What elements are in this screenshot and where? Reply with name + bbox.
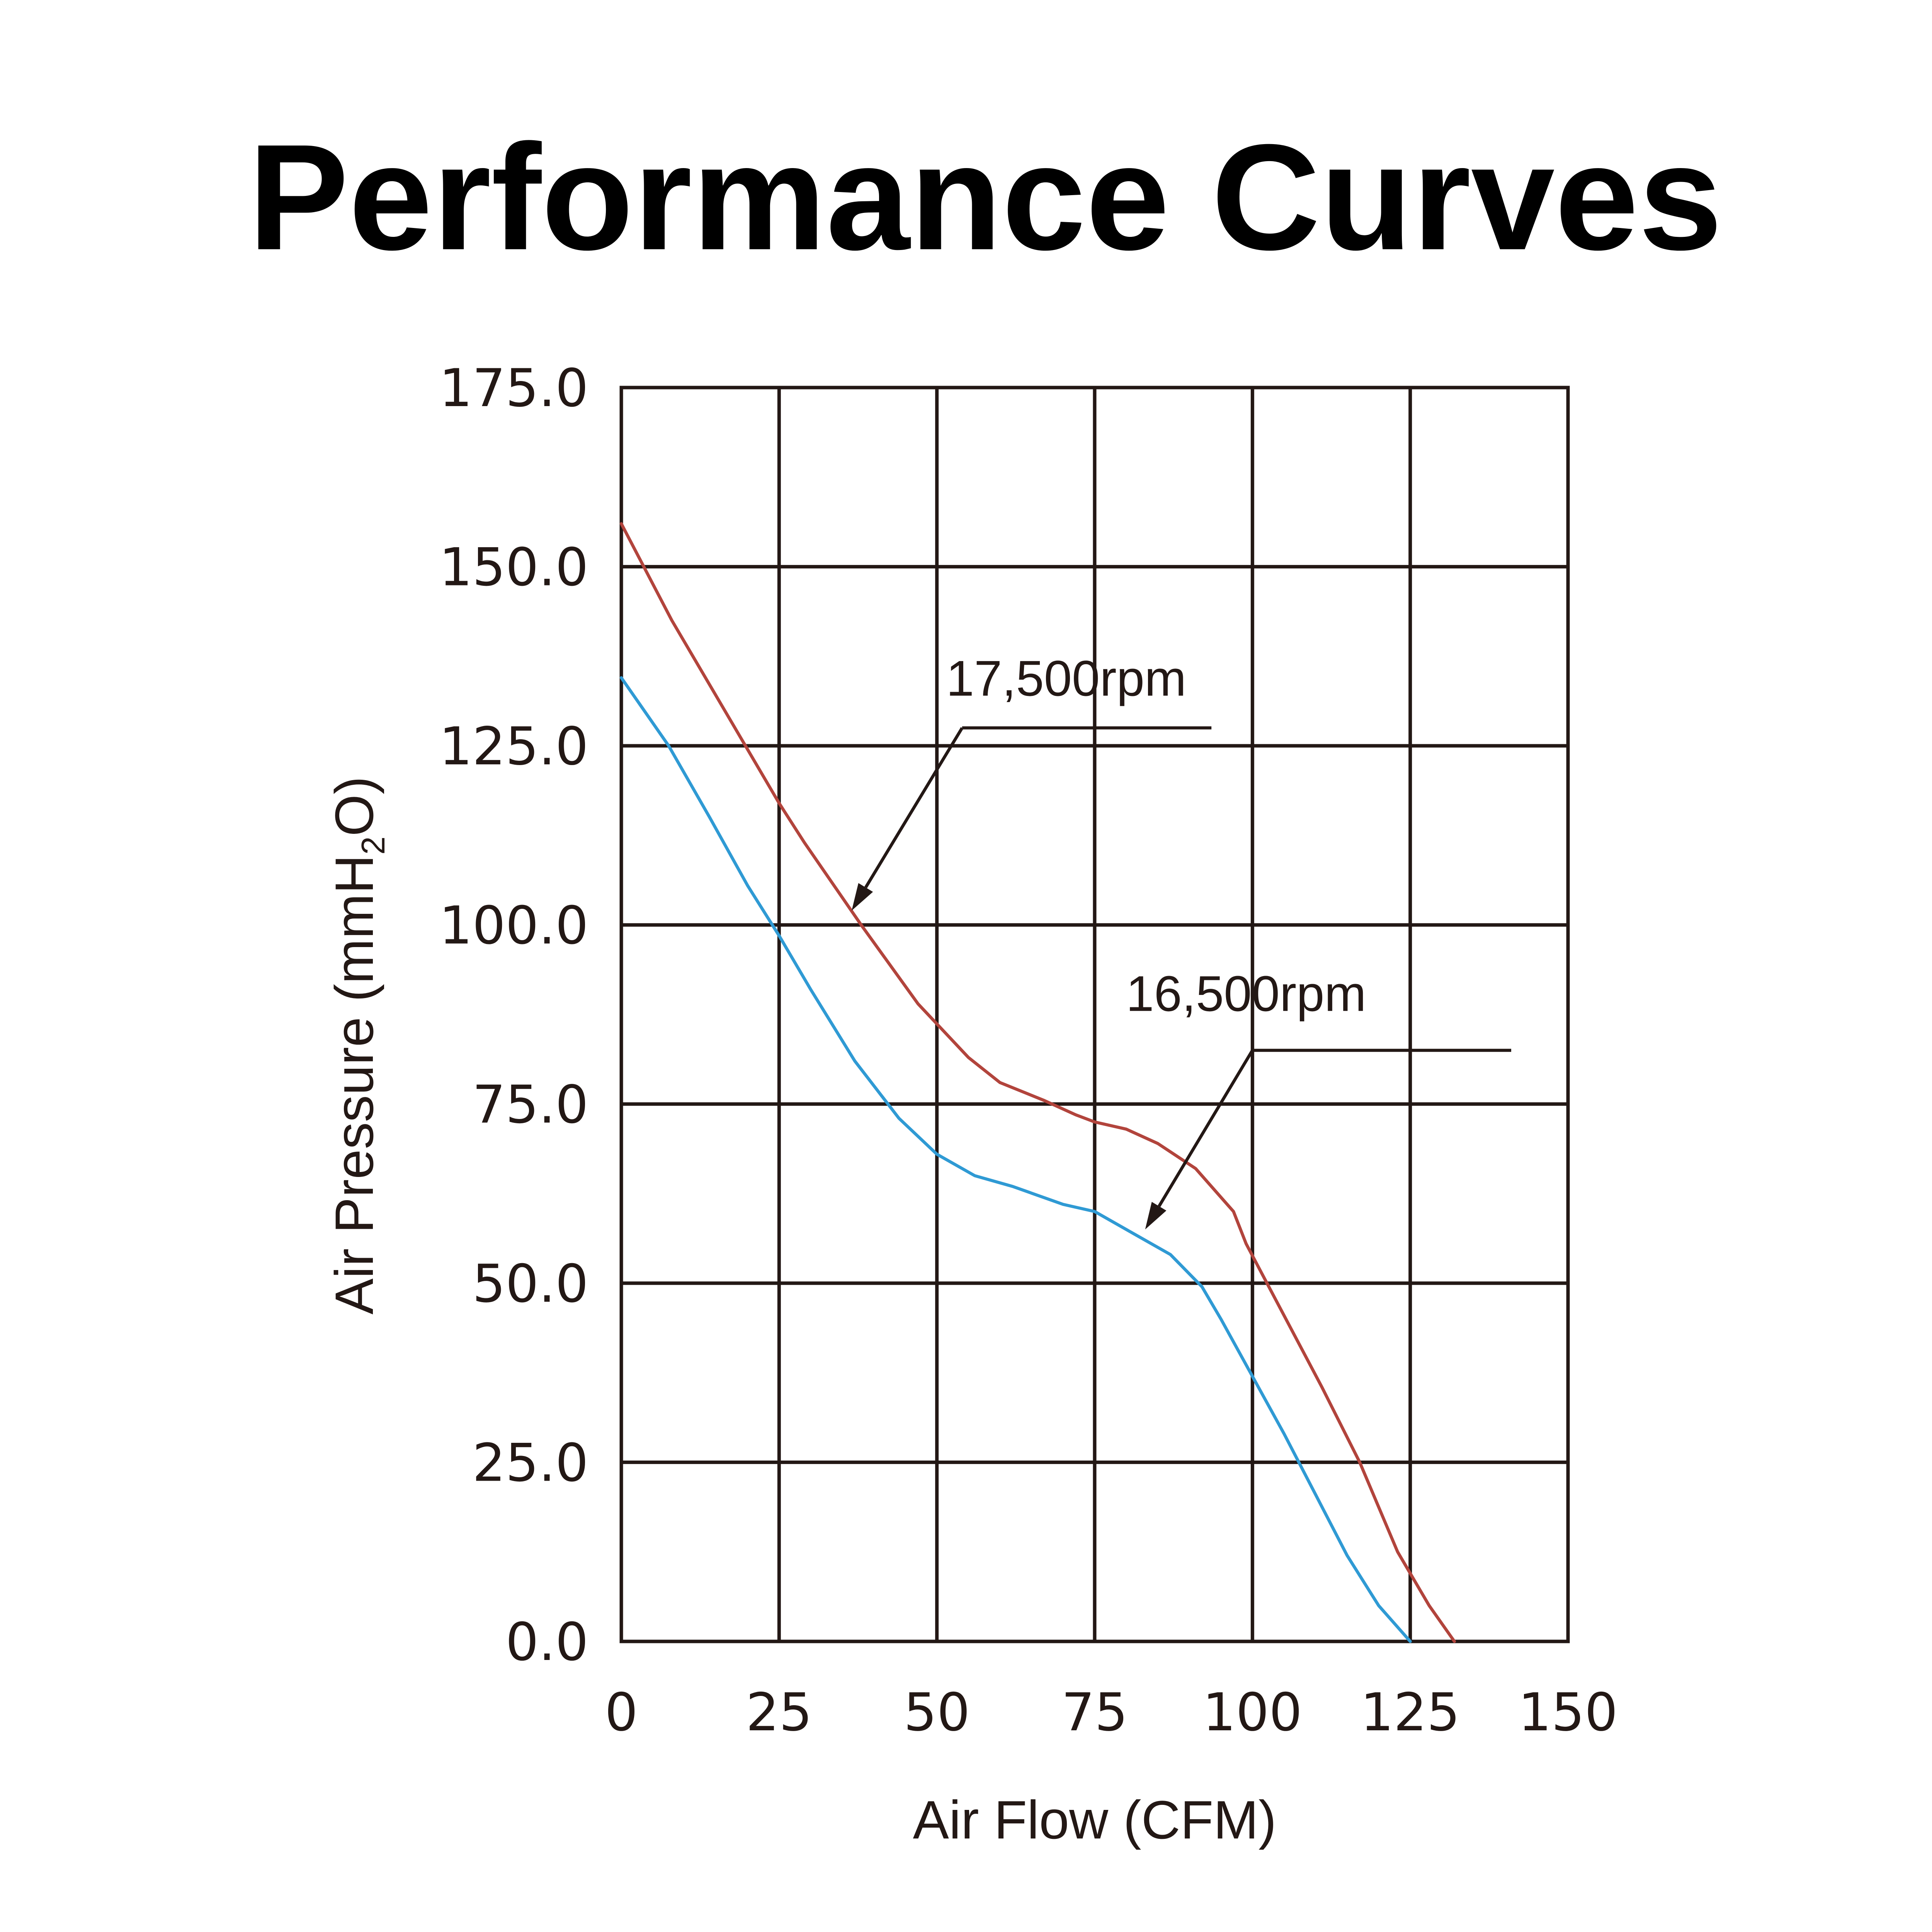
y-tick-label: 0.0 (505, 1612, 588, 1672)
y-axis-label-subscript: 2 (355, 837, 392, 855)
annotations: 17,500rpm 16,500rpm (852, 650, 1511, 1230)
y-tick-label: 150.0 (439, 537, 588, 598)
y-tick-label: 25.0 (472, 1432, 588, 1493)
x-tick-label: 75 (1061, 1682, 1128, 1743)
x-axis-label: Air Flow (CFM) (913, 1789, 1277, 1850)
y-axis-label: Air Pressure (mmH2O) (324, 776, 392, 1315)
x-tick-label: 0 (605, 1682, 638, 1743)
y-tick-label: 175.0 (439, 358, 588, 418)
chart-title: Performance Curves (248, 113, 1722, 281)
annotation-label-16500rpm: 16,500rpm (1126, 965, 1366, 1022)
x-tick-labels: 0 25 50 75 100 125 150 (605, 1682, 1618, 1743)
series-line-16500rpm (620, 676, 1412, 1643)
y-axis-label-suffix: O) (324, 776, 384, 837)
annotation-arrow-17500rpm (864, 727, 964, 888)
x-tick-label: 25 (746, 1682, 812, 1743)
annotation-arrowhead-17500rpm (852, 883, 873, 911)
x-tick-label: 50 (904, 1682, 970, 1743)
annotation-arrowhead-16500rpm (1145, 1202, 1167, 1230)
x-tick-label: 125 (1361, 1682, 1460, 1743)
y-axis-label-prefix: Air Pressure (mmH (324, 855, 384, 1315)
annotation-label-17500rpm: 17,500rpm (946, 650, 1187, 706)
grid-lines (619, 386, 1570, 1643)
y-tick-label: 100.0 (439, 895, 588, 956)
y-tick-label: 50.0 (472, 1253, 588, 1314)
x-tick-label: 100 (1202, 1682, 1302, 1743)
series-line-17500rpm (620, 522, 1456, 1643)
data-series (620, 522, 1456, 1643)
y-tick-label: 125.0 (439, 716, 588, 777)
annotation-arrow-16500rpm (1158, 1049, 1254, 1207)
y-tick-labels: 0.0 25.0 50.0 75.0 100.0 125.0 150.0 175.0 (439, 358, 588, 1672)
x-tick-label: 150 (1518, 1682, 1618, 1743)
plot-frame (619, 386, 1570, 1643)
y-tick-label: 75.0 (472, 1074, 588, 1135)
